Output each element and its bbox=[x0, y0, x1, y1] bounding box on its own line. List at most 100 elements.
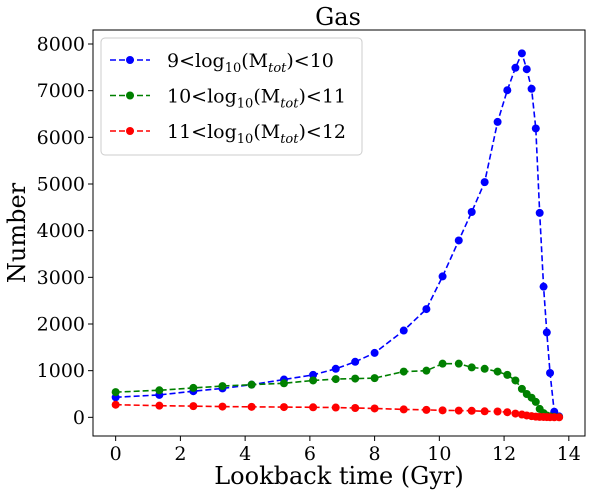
legend-entry: 10<log10(Mtot)<11 bbox=[110, 86, 346, 112]
data-point bbox=[351, 374, 360, 383]
data-point bbox=[422, 405, 431, 414]
data-point bbox=[155, 401, 164, 410]
x-tick-label: 12 bbox=[492, 443, 516, 465]
data-point bbox=[331, 375, 340, 384]
data-point bbox=[493, 407, 502, 416]
data-point bbox=[370, 348, 379, 357]
data-point bbox=[331, 403, 340, 412]
data-point bbox=[351, 404, 360, 412]
legend-label-part: tot bbox=[280, 132, 299, 147]
y-tick-label: 7000 bbox=[37, 80, 85, 102]
data-point bbox=[480, 364, 489, 373]
legend-label-part: )<10 bbox=[286, 50, 334, 72]
data-point bbox=[503, 408, 512, 417]
data-point bbox=[467, 208, 476, 216]
data-point bbox=[370, 404, 379, 413]
data-point bbox=[309, 376, 318, 385]
data-point bbox=[517, 384, 526, 393]
data-point bbox=[454, 359, 463, 368]
data-point bbox=[511, 409, 520, 418]
data-point bbox=[493, 367, 502, 376]
x-tick-label: 14 bbox=[557, 443, 581, 465]
y-tick-label: 2000 bbox=[37, 314, 85, 336]
legend-label-part: 10<log bbox=[167, 86, 237, 108]
x-tick-label: 2 bbox=[174, 443, 186, 465]
y-axis-label: Number bbox=[3, 182, 31, 283]
legend-label-part: 9<log bbox=[167, 50, 225, 72]
legend-label-part: )<11 bbox=[298, 86, 346, 108]
legend-marker bbox=[126, 56, 134, 64]
data-point bbox=[546, 369, 555, 377]
legend-entry: 9<log10(Mtot)<10 bbox=[110, 50, 334, 76]
legend: 9<log10(Mtot)<1010<log10(Mtot)<1111<log1… bbox=[100, 37, 363, 156]
data-point bbox=[555, 413, 564, 422]
legend-label-part: (M bbox=[253, 121, 280, 143]
data-point bbox=[467, 406, 476, 415]
data-point bbox=[399, 367, 408, 376]
data-point bbox=[422, 366, 431, 375]
y-tick-label: 3000 bbox=[37, 267, 85, 289]
legend-label-part: 10 bbox=[225, 61, 242, 76]
legend-entry: 11<log10(Mtot)<12 bbox=[110, 121, 346, 147]
plot-frame bbox=[92, 29, 586, 437]
x-tick-label: 10 bbox=[427, 443, 451, 465]
data-point bbox=[351, 357, 360, 366]
data-point bbox=[218, 402, 227, 411]
data-point bbox=[331, 364, 340, 373]
data-point bbox=[493, 117, 502, 126]
data-point bbox=[155, 386, 164, 395]
data-point bbox=[279, 403, 288, 412]
data-point bbox=[454, 406, 463, 415]
data-point bbox=[467, 363, 476, 372]
legend-label-part: 10 bbox=[237, 97, 254, 112]
data-point bbox=[438, 359, 447, 368]
data-point bbox=[535, 208, 544, 217]
data-point bbox=[399, 326, 408, 335]
series-line bbox=[115, 51, 560, 417]
data-point bbox=[189, 383, 198, 392]
legend-label-part: 10 bbox=[237, 132, 254, 147]
data-point bbox=[111, 400, 120, 409]
legend-marker bbox=[126, 91, 134, 100]
y-tick-label: 0 bbox=[73, 407, 85, 429]
data-point bbox=[503, 86, 512, 95]
data-point bbox=[111, 388, 120, 397]
data-point bbox=[454, 236, 463, 245]
data-point bbox=[531, 397, 540, 406]
data-point bbox=[480, 178, 489, 187]
legend-label-part: tot bbox=[268, 61, 287, 76]
data-point bbox=[438, 406, 447, 415]
legend-label-part: (M bbox=[253, 86, 280, 108]
data-point bbox=[247, 402, 256, 411]
y-tick-label: 4000 bbox=[37, 220, 85, 242]
data-point bbox=[309, 370, 318, 379]
y-tick-label: 5000 bbox=[37, 174, 85, 196]
legend-marker bbox=[126, 127, 134, 135]
series-3 bbox=[111, 400, 564, 422]
data-point bbox=[539, 282, 548, 291]
data-point bbox=[370, 374, 379, 383]
data-point bbox=[522, 65, 531, 74]
y-tick-label: 1000 bbox=[37, 360, 85, 382]
legend-label: 9<log10(Mtot)<10 bbox=[167, 50, 334, 76]
data-point bbox=[531, 124, 540, 133]
data-point bbox=[542, 328, 551, 337]
x-axis: 0 2 4 6 8 10 12 14 bbox=[110, 436, 581, 465]
data-point bbox=[218, 382, 227, 391]
legend-label-part: (M bbox=[241, 50, 268, 72]
data-point bbox=[309, 403, 318, 412]
data-point bbox=[438, 272, 447, 281]
chart-title: Gas bbox=[315, 3, 361, 31]
legend-box bbox=[100, 37, 363, 156]
x-tick-label: 8 bbox=[369, 443, 381, 465]
data-point bbox=[511, 63, 520, 72]
data-point bbox=[279, 379, 288, 388]
legend-label-part: 11<log bbox=[167, 121, 237, 143]
y-tick-label: 8000 bbox=[37, 34, 85, 56]
data-point bbox=[399, 405, 408, 414]
data-point bbox=[480, 407, 489, 416]
data-point bbox=[422, 305, 431, 314]
x-tick-label: 6 bbox=[304, 443, 316, 465]
data-point bbox=[527, 84, 536, 93]
